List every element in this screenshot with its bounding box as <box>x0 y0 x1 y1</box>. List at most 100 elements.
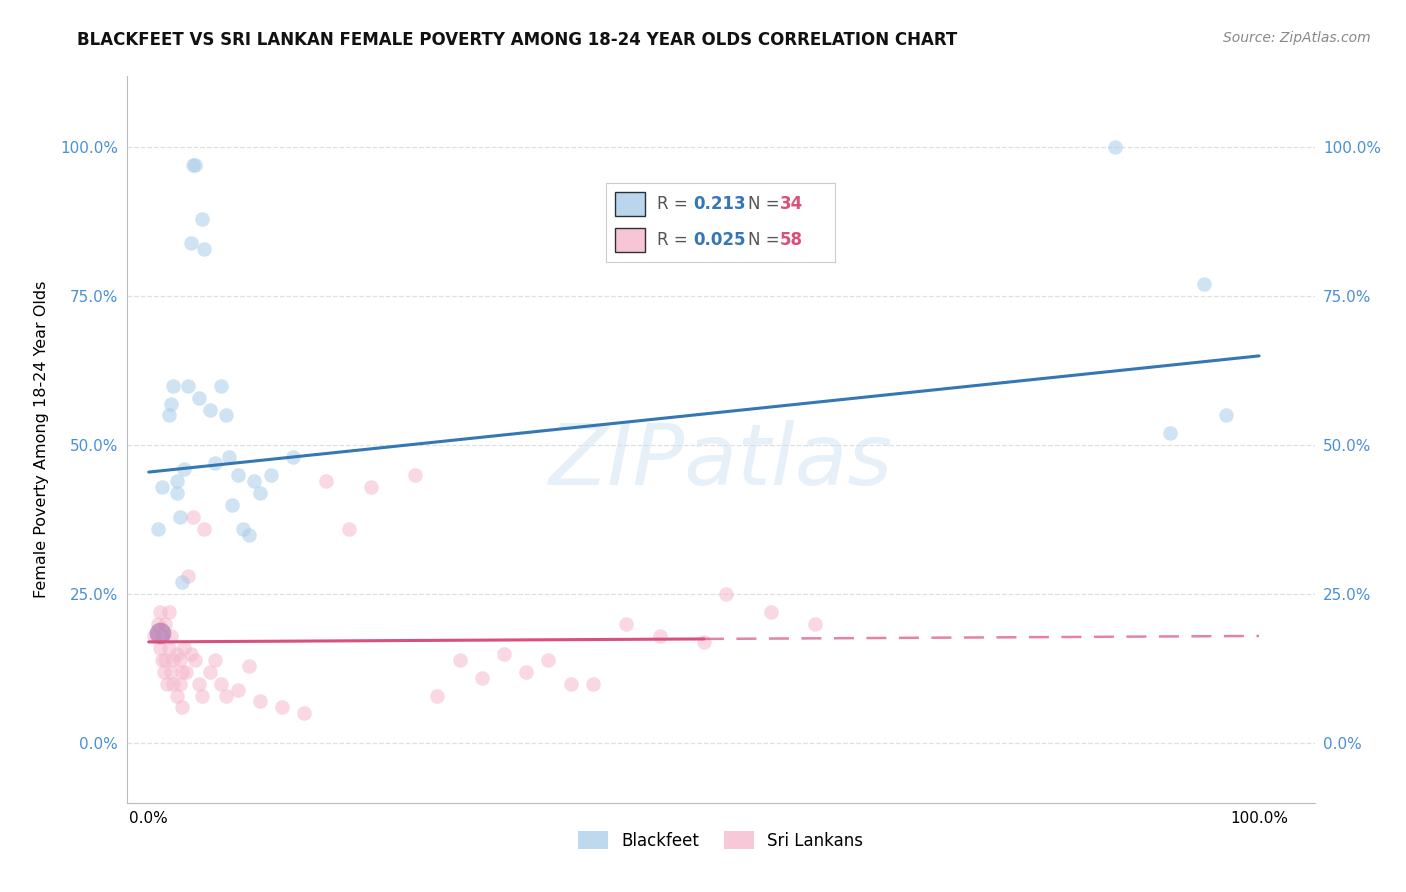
Point <box>162 653 184 667</box>
Text: R =: R = <box>657 231 693 249</box>
Point <box>155 653 177 667</box>
Point <box>160 665 183 679</box>
Point <box>537 653 560 667</box>
Point <box>226 468 249 483</box>
Point <box>404 468 426 483</box>
FancyBboxPatch shape <box>616 192 645 216</box>
Text: N =: N = <box>748 195 785 213</box>
FancyBboxPatch shape <box>616 228 645 252</box>
Point <box>181 509 204 524</box>
Point <box>166 647 188 661</box>
Point <box>155 617 177 632</box>
Point <box>180 647 202 661</box>
Point <box>281 450 304 465</box>
Point <box>360 480 382 494</box>
Point <box>198 665 221 679</box>
Point <box>187 391 209 405</box>
Text: 58: 58 <box>780 231 803 249</box>
Point <box>187 676 209 690</box>
Point <box>169 509 191 524</box>
Point <box>292 706 315 721</box>
Point <box>218 450 240 465</box>
Point <box>166 474 188 488</box>
Point <box>249 694 271 708</box>
Point <box>149 626 172 640</box>
Text: BLACKFEET VS SRI LANKAN FEMALE POVERTY AMONG 18-24 YEAR OLDS CORRELATION CHART: BLACKFEET VS SRI LANKAN FEMALE POVERTY A… <box>77 31 957 49</box>
Point <box>1192 277 1215 292</box>
Point <box>209 378 232 392</box>
Point <box>150 480 173 494</box>
Y-axis label: Female Poverty Among 18-24 Year Olds: Female Poverty Among 18-24 Year Olds <box>34 281 49 598</box>
Point <box>146 522 169 536</box>
Point <box>157 409 180 423</box>
Point <box>176 378 198 392</box>
Point <box>176 665 198 679</box>
Point <box>560 676 582 690</box>
Point <box>180 235 202 250</box>
Point <box>191 689 214 703</box>
Point <box>170 700 193 714</box>
Point <box>157 605 180 619</box>
Text: R =: R = <box>657 195 693 213</box>
Point <box>648 629 671 643</box>
Point <box>215 689 238 703</box>
Point <box>150 629 173 643</box>
Point <box>232 522 254 536</box>
Point <box>191 211 214 226</box>
Point <box>160 396 183 410</box>
Point <box>170 575 193 590</box>
Text: N =: N = <box>748 231 785 249</box>
Text: 34: 34 <box>780 195 803 213</box>
Text: 0.025: 0.025 <box>693 231 745 249</box>
Point <box>173 640 195 655</box>
Point <box>149 605 172 619</box>
Point <box>162 378 184 392</box>
Point <box>249 486 271 500</box>
Point <box>198 402 221 417</box>
Point <box>157 640 180 655</box>
Text: 0.213: 0.213 <box>693 195 745 213</box>
Point <box>162 676 184 690</box>
Text: ZIPatlas: ZIPatlas <box>548 419 893 502</box>
Point <box>337 522 360 536</box>
Point <box>804 617 827 632</box>
Point <box>243 474 266 488</box>
Point <box>494 647 516 661</box>
Point <box>515 665 537 679</box>
Point <box>204 653 226 667</box>
Point <box>181 158 204 172</box>
Point <box>169 653 191 667</box>
Point <box>166 486 188 500</box>
Point <box>426 689 449 703</box>
Legend: Blackfeet, Sri Lankans: Blackfeet, Sri Lankans <box>571 824 870 856</box>
Point <box>238 527 260 541</box>
Point <box>169 676 191 690</box>
Point <box>714 587 737 601</box>
Point <box>149 640 172 655</box>
Point <box>155 676 177 690</box>
Point <box>176 569 198 583</box>
Point <box>693 635 716 649</box>
Point <box>146 617 169 632</box>
Point <box>215 409 238 423</box>
Point <box>153 665 176 679</box>
Point <box>184 158 207 172</box>
Point <box>614 617 637 632</box>
Point <box>150 653 173 667</box>
Point <box>143 629 166 643</box>
Text: Source: ZipAtlas.com: Source: ZipAtlas.com <box>1223 31 1371 45</box>
Point <box>204 456 226 470</box>
Point <box>1215 409 1237 423</box>
Point <box>160 629 183 643</box>
Point <box>173 462 195 476</box>
Point <box>193 242 215 256</box>
Point <box>1104 140 1126 154</box>
Point <box>759 605 782 619</box>
Point <box>238 658 260 673</box>
Point <box>170 665 193 679</box>
Point <box>315 474 337 488</box>
Point <box>449 653 471 667</box>
Point <box>1159 426 1181 441</box>
Point <box>226 682 249 697</box>
Point <box>582 676 605 690</box>
